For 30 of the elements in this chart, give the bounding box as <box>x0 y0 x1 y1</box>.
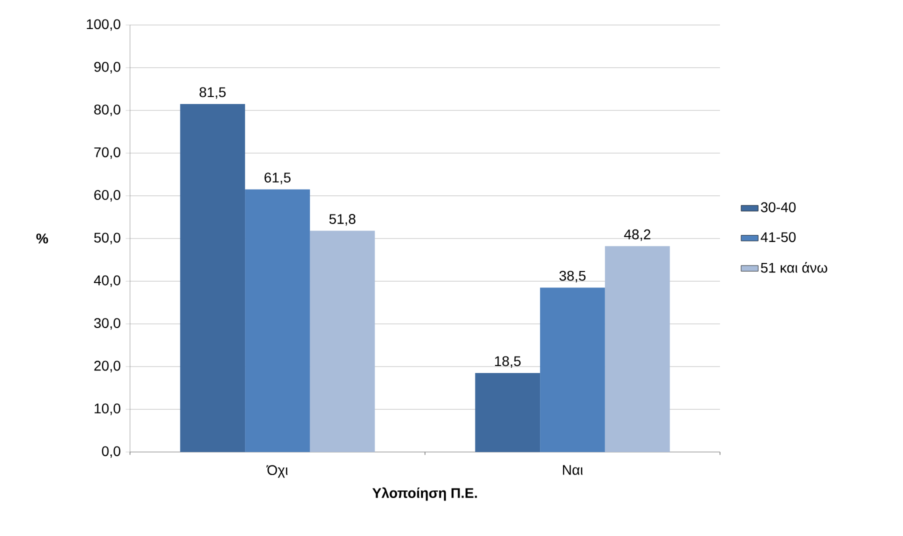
y-tick-label: 20,0 <box>94 360 120 372</box>
legend-label: 30-40 <box>760 202 796 212</box>
data-label: 38,5 <box>559 270 586 282</box>
y-tick-label: 10,0 <box>94 404 120 416</box>
data-label: 51,8 <box>329 214 356 226</box>
y-tick-label: 70,0 <box>94 147 120 159</box>
bar <box>245 189 310 452</box>
x-tick-label: Όχι <box>266 465 288 478</box>
y-tick-label: 60,0 <box>94 190 120 202</box>
x-tick-label: Ναι <box>562 465 583 475</box>
data-label: 48,2 <box>624 229 650 241</box>
data-label: 61,5 <box>264 172 291 184</box>
bar <box>180 104 246 452</box>
y-tick-label: 100,0 <box>86 19 120 31</box>
data-label: 18,5 <box>495 356 521 368</box>
legend-label: 51 και άνω <box>760 262 828 273</box>
y-axis-title: % <box>36 234 48 244</box>
y-tick-label: 30,0 <box>94 318 120 330</box>
y-tick-label: 50,0 <box>94 232 120 244</box>
y-tick-label: 40,0 <box>94 275 120 287</box>
y-tick-label: 90,0 <box>94 62 120 74</box>
x-axis-title: Υλοποίηση Π.Ε. <box>372 487 477 501</box>
bar <box>604 246 670 452</box>
y-tick-label: 0,0 <box>102 446 120 458</box>
bar <box>475 373 540 452</box>
bar <box>540 288 605 452</box>
legend-label: 41-50 <box>760 232 796 242</box>
bar <box>310 230 375 452</box>
y-tick-label: 80,0 <box>94 104 120 116</box>
data-label: 81,5 <box>200 87 226 99</box>
